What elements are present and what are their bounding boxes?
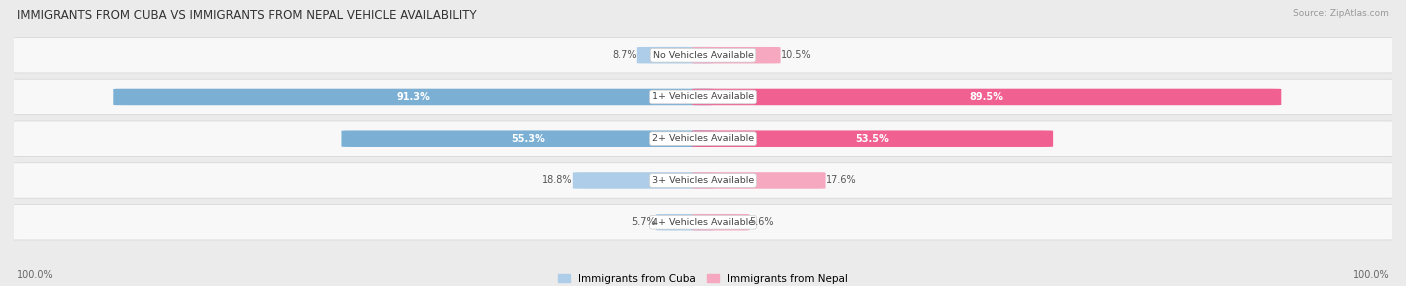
Text: 3+ Vehicles Available: 3+ Vehicles Available xyxy=(652,176,754,185)
FancyBboxPatch shape xyxy=(0,121,1406,156)
FancyBboxPatch shape xyxy=(0,163,1406,198)
Text: 100.0%: 100.0% xyxy=(1353,270,1389,280)
Text: No Vehicles Available: No Vehicles Available xyxy=(652,51,754,60)
Text: 1+ Vehicles Available: 1+ Vehicles Available xyxy=(652,92,754,102)
FancyBboxPatch shape xyxy=(692,172,825,189)
FancyBboxPatch shape xyxy=(572,172,714,189)
Text: 5.7%: 5.7% xyxy=(631,217,655,227)
Text: IMMIGRANTS FROM CUBA VS IMMIGRANTS FROM NEPAL VEHICLE AVAILABILITY: IMMIGRANTS FROM CUBA VS IMMIGRANTS FROM … xyxy=(17,9,477,21)
Text: 8.7%: 8.7% xyxy=(613,50,637,60)
Text: 91.3%: 91.3% xyxy=(396,92,430,102)
Text: 89.5%: 89.5% xyxy=(970,92,1004,102)
FancyBboxPatch shape xyxy=(0,204,1406,240)
Text: 55.3%: 55.3% xyxy=(510,134,544,144)
FancyBboxPatch shape xyxy=(692,89,1281,105)
FancyBboxPatch shape xyxy=(655,214,714,231)
FancyBboxPatch shape xyxy=(342,130,714,147)
Legend: Immigrants from Cuba, Immigrants from Nepal: Immigrants from Cuba, Immigrants from Ne… xyxy=(558,274,848,284)
Text: 5.6%: 5.6% xyxy=(749,217,775,227)
FancyBboxPatch shape xyxy=(0,37,1406,73)
Text: Source: ZipAtlas.com: Source: ZipAtlas.com xyxy=(1294,9,1389,17)
FancyBboxPatch shape xyxy=(692,47,780,63)
Text: 18.8%: 18.8% xyxy=(543,176,572,185)
Text: 53.5%: 53.5% xyxy=(856,134,890,144)
Text: 2+ Vehicles Available: 2+ Vehicles Available xyxy=(652,134,754,143)
FancyBboxPatch shape xyxy=(692,214,749,231)
Text: 4+ Vehicles Available: 4+ Vehicles Available xyxy=(652,218,754,227)
Text: 17.6%: 17.6% xyxy=(825,176,856,185)
Text: 100.0%: 100.0% xyxy=(17,270,53,280)
FancyBboxPatch shape xyxy=(637,47,714,63)
FancyBboxPatch shape xyxy=(0,79,1406,115)
Text: 10.5%: 10.5% xyxy=(780,50,811,60)
FancyBboxPatch shape xyxy=(692,130,1053,147)
FancyBboxPatch shape xyxy=(114,89,714,105)
